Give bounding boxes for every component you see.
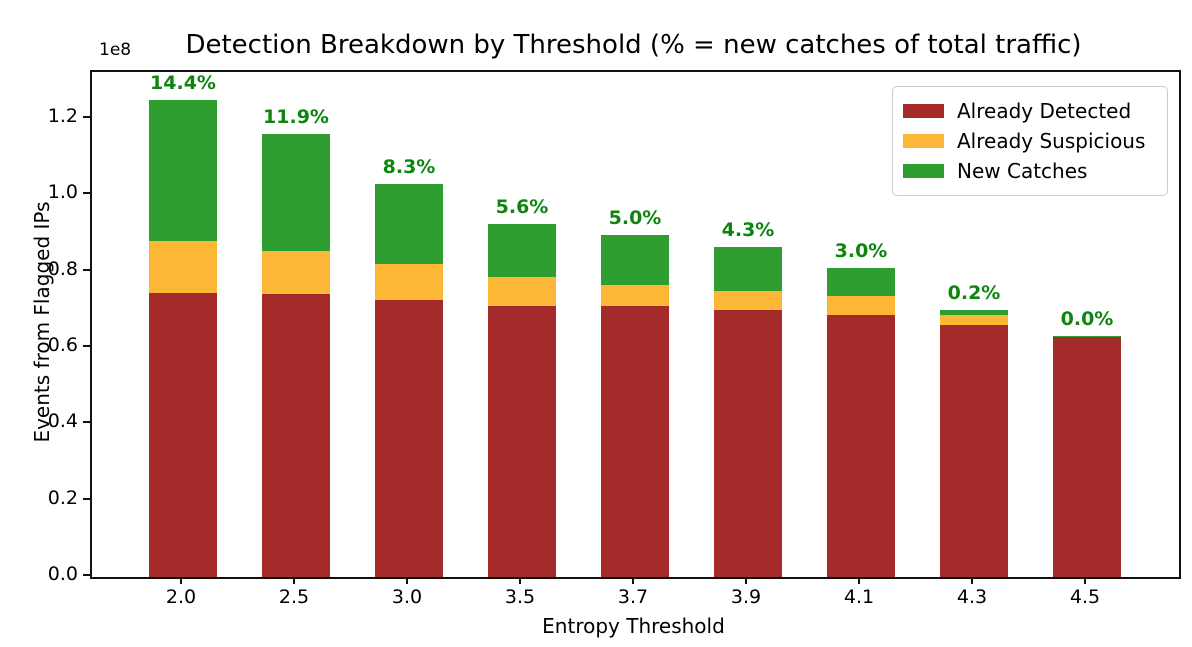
x-tick-label: 3.9: [730, 586, 762, 608]
bar-segment: [940, 314, 1008, 325]
bar-segment: [262, 134, 330, 251]
x-tick-mark: [293, 577, 295, 584]
bar-segment: [262, 294, 330, 577]
y-tick-label: 1.2: [47, 104, 78, 127]
x-tick-label: 4.3: [956, 586, 988, 608]
bar-segment: [1053, 337, 1121, 577]
bar-segment: [940, 324, 1008, 577]
bar-segment: [601, 235, 669, 285]
bar-percent-label: 0.0%: [1060, 308, 1114, 331]
bar-segment: [488, 223, 556, 278]
bar-percent-label: 0.2%: [947, 282, 1001, 305]
bar-percent-label: 4.3%: [721, 218, 775, 241]
y-axis-offset-label: 1e8: [99, 40, 132, 60]
legend-item: Already Suspicious: [903, 126, 1157, 156]
bar-segment: [827, 315, 895, 577]
x-axis-label: Entropy Threshold: [542, 614, 725, 638]
x-tick-label: 3.0: [391, 586, 423, 608]
y-axis-label: Events from Flagged IPs: [30, 201, 54, 443]
legend-label: New Catches: [957, 159, 1088, 183]
y-tick-label: 0.2: [47, 486, 78, 509]
y-tick-label: 1.0: [47, 181, 78, 204]
chart-title: Detection Breakdown by Threshold (% = ne…: [185, 30, 1082, 60]
bar-segment: [714, 246, 782, 291]
bar-segment: [375, 263, 443, 301]
bar-segment: [149, 240, 217, 293]
x-tick-label: 4.1: [843, 586, 875, 608]
bar-segment: [714, 290, 782, 310]
y-tick-label: 0.8: [47, 257, 78, 280]
x-tick-label: 3.7: [617, 586, 649, 608]
legend-item: New Catches: [903, 156, 1157, 186]
y-tick-label: 0.0: [47, 563, 78, 585]
x-tick-mark: [180, 577, 182, 584]
plot-area: Already Detected Already Suspicious New Ca…: [90, 70, 1181, 579]
bar-segment: [488, 305, 556, 577]
bar-percent-label: 5.0%: [608, 207, 662, 230]
bar-segment: [827, 296, 895, 316]
x-tick-mark: [632, 577, 634, 584]
legend-item: Already Detected: [903, 96, 1157, 126]
x-tick-mark: [406, 577, 408, 584]
y-tick-mark: [83, 574, 90, 576]
x-tick-label: 2.0: [165, 586, 197, 608]
legend-label: Already Suspicious: [957, 129, 1146, 153]
bar-segment: [601, 305, 669, 577]
x-tick-label: 4.5: [1069, 586, 1101, 608]
x-tick-mark: [1084, 577, 1086, 584]
bar-segment: [940, 310, 1008, 315]
legend-swatch: [903, 134, 944, 148]
bar-segment: [375, 183, 443, 264]
bar-percent-label: 11.9%: [263, 106, 329, 129]
x-tick-mark: [858, 577, 860, 584]
bar-segment: [262, 250, 330, 295]
legend-swatch: [903, 164, 944, 178]
y-tick-mark: [83, 115, 90, 118]
bar-segment: [149, 292, 217, 577]
bar-percent-label: 8.3%: [382, 155, 436, 178]
legend: Already Detected Already Suspicious New Ca…: [892, 86, 1168, 196]
x-tick-label: 2.5: [278, 586, 310, 608]
bar-percent-label: 3.0%: [834, 239, 888, 262]
y-tick-mark: [83, 192, 90, 195]
bar-percent-label: 5.6%: [495, 195, 549, 218]
bar-segment: [375, 300, 443, 577]
legend-label: Already Detected: [957, 99, 1132, 123]
bar-segment: [714, 309, 782, 577]
bar-segment: [827, 267, 895, 297]
y-tick-label: 0.6: [47, 333, 78, 356]
y-tick-mark: [83, 344, 90, 347]
bar-segment: [1053, 336, 1121, 338]
bar-segment: [601, 284, 669, 306]
legend-swatch: [903, 104, 944, 118]
y-tick-mark: [83, 497, 90, 500]
y-tick-mark: [83, 421, 90, 424]
bar-percent-label: 14.4%: [150, 71, 216, 94]
y-tick-mark: [83, 268, 90, 271]
x-tick-label: 3.5: [504, 586, 536, 608]
x-tick-mark: [745, 577, 747, 584]
y-tick-label: 0.4: [47, 410, 78, 433]
bar-segment: [149, 99, 217, 241]
bar-segment: [488, 277, 556, 306]
x-tick-mark: [519, 577, 521, 584]
x-tick-mark: [971, 577, 973, 584]
